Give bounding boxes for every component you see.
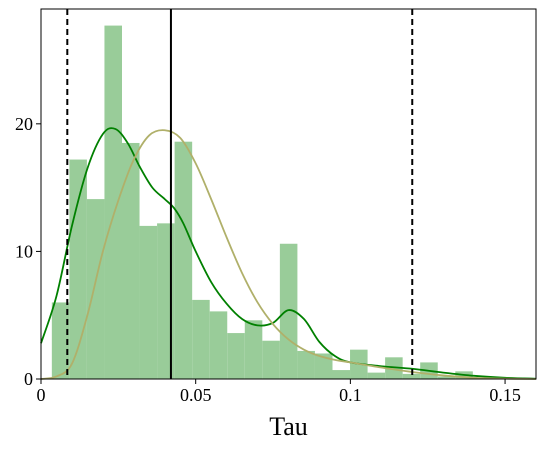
histogram-bar — [51, 302, 70, 379]
histogram-bar — [174, 141, 193, 379]
y-tick-label: 0 — [24, 369, 33, 389]
histogram-bar — [209, 311, 228, 379]
histogram-bar — [332, 370, 351, 379]
histogram-bar — [139, 225, 158, 379]
x-axis-ticks: 0 0.05 0.1 0.15 — [37, 379, 521, 405]
x-tick-label: 0.05 — [180, 385, 212, 405]
histogram-bar — [437, 376, 456, 379]
histogram-bars — [51, 25, 473, 379]
histogram-bar — [69, 159, 87, 379]
y-tick-label: 10 — [15, 241, 33, 261]
histogram-bar — [244, 320, 263, 379]
x-tick-label: 0 — [37, 385, 46, 405]
histogram-bar — [367, 372, 386, 379]
reference-lines — [66, 9, 414, 379]
plot-frame — [40, 8, 537, 380]
density-curve-olive — [40, 129, 537, 380]
x-axis-title: Tau — [269, 412, 308, 441]
histogram-bar — [104, 25, 122, 379]
histogram-bar — [192, 299, 210, 379]
histogram-bar — [314, 353, 333, 379]
histogram-bar — [402, 373, 421, 379]
histogram-bar — [227, 333, 245, 379]
y-axis-ticks: 0 10 20 — [15, 114, 41, 389]
x-tick-label: 0.1 — [339, 385, 362, 405]
histogram-bar — [121, 142, 140, 379]
histogram-bar — [297, 350, 315, 379]
histogram-bar — [262, 340, 280, 379]
histogram-bar — [279, 243, 298, 379]
y-tick-label: 20 — [15, 114, 33, 134]
histogram-bar — [157, 223, 175, 379]
histogram-bar — [86, 199, 105, 379]
density-curve-green — [40, 127, 537, 380]
density-curves — [40, 127, 537, 380]
x-tick-label: 0.15 — [489, 385, 521, 405]
